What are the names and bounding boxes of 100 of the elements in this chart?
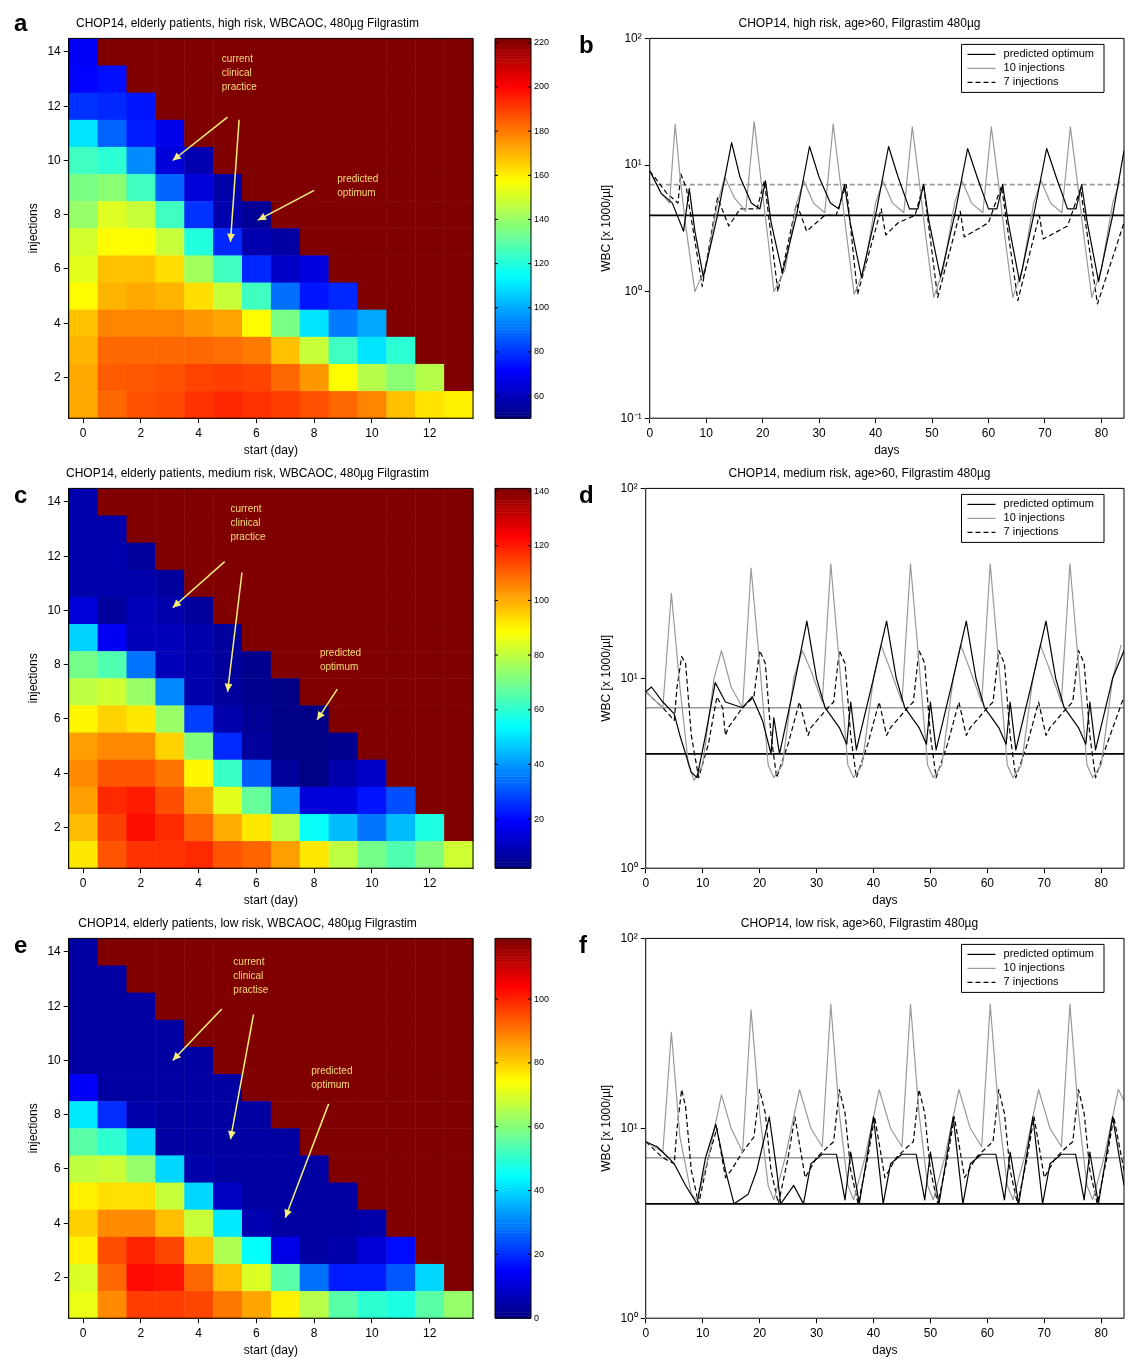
x-axis-title: days: [874, 443, 900, 458]
x-tick-label: 6: [253, 425, 261, 440]
y-tick-label: 2: [54, 1269, 62, 1284]
y-tick-label: 10⁰: [620, 860, 638, 875]
x-tick-label: 8: [310, 875, 318, 890]
y-tick-label: 8: [54, 657, 62, 672]
x-tick-label: 80: [1094, 425, 1109, 440]
annotation: predicted optimum: [311, 1064, 353, 1090]
x-tick-label: 40: [866, 875, 881, 890]
x-tick-label: 50: [925, 425, 940, 440]
chart-title: CHOP14, high risk, age>60, Filgrastim 480µg: [738, 15, 981, 30]
x-tick-label: 4: [195, 1325, 203, 1340]
y-axis-title: WBC [x 1000/µl]: [598, 634, 613, 722]
x-tick-label: 70: [1037, 875, 1052, 890]
y-axis-title: injections: [25, 1103, 40, 1154]
y-tick-label: 6: [54, 711, 62, 726]
x-tick-label: 60: [980, 875, 995, 890]
chart-title: CHOP14, elderly patients, high risk, WBCAOC, 480µg Filgrastim: [75, 15, 420, 30]
text: c: [14, 480, 28, 508]
x-tick-label: 0: [79, 875, 87, 890]
color-bar-label: 160: [534, 169, 550, 180]
x-tick-label: 80: [1094, 875, 1109, 890]
color-bar-label: 60: [534, 1121, 545, 1132]
color-bar-label: 180: [534, 125, 550, 136]
color-bar-label: 40: [534, 758, 545, 769]
x-tick-label: 0: [79, 425, 87, 440]
x-tick-label: 30: [809, 875, 824, 890]
x-tick-label: 40: [866, 1325, 881, 1340]
y-tick-label: 14: [47, 494, 62, 509]
y-axis-title: injections: [25, 653, 40, 704]
x-tick-label: 4: [195, 425, 203, 440]
text: a: [14, 8, 28, 36]
color-bar-label: 80: [534, 649, 545, 660]
annotation: current clinical practice: [230, 503, 266, 543]
legend-label: 7 injections: [1003, 975, 1060, 988]
x-tick-label: 8: [310, 425, 318, 440]
x-tick-label: 70: [1038, 425, 1052, 440]
x-tick-label: 0: [642, 1325, 650, 1340]
y-tick-label: 14: [47, 44, 62, 59]
x-tick-label: 60: [981, 425, 996, 440]
y-tick-label: 10: [47, 152, 62, 167]
y-axis-title: WBC [x 1000/µl]: [598, 184, 613, 272]
annotation: current clinical practice: [221, 53, 258, 93]
y-tick-label: 10²: [620, 930, 638, 945]
x-tick-label: 12: [423, 1325, 437, 1340]
x-axis-title: days: [872, 893, 898, 908]
x-axis-title: days: [872, 1343, 898, 1358]
x-tick-label: 80: [1094, 1325, 1109, 1340]
x-tick-label: 50: [923, 1325, 938, 1340]
x-tick-label: 50: [923, 875, 938, 890]
color-bar-label: 200: [534, 81, 550, 92]
chart-title: CHOP14, elderly patients, medium risk, WBCAOC, 480µg Filgrastim: [65, 465, 430, 480]
color-bar-label: 140: [534, 213, 550, 224]
y-tick-label: 10⁰: [620, 1310, 638, 1325]
y-tick-label: 10²: [620, 480, 638, 495]
y-tick-label: 10⁰: [624, 283, 642, 298]
x-tick-label: 8: [310, 1325, 318, 1340]
y-tick-label: 6: [54, 1161, 62, 1176]
x-tick-label: 2: [137, 875, 145, 890]
y-tick-label: 10²: [624, 30, 642, 45]
x-axis-title: start (day): [243, 1343, 298, 1358]
y-tick-label: 10¹: [620, 670, 638, 685]
y-tick-label: 2: [54, 369, 62, 384]
x-tick-label: 0: [646, 425, 654, 440]
x-tick-label: 2: [137, 1325, 145, 1340]
text: e: [14, 930, 28, 958]
color-bar-label: 60: [534, 390, 545, 401]
y-tick-label: 14: [47, 944, 62, 959]
y-tick-label: 10¹: [624, 157, 642, 172]
color-bar-label: 0: [534, 1312, 540, 1323]
color-bar-label: 80: [534, 1057, 545, 1068]
x-tick-label: 10: [696, 1325, 710, 1340]
x-tick-label: 6: [253, 875, 261, 890]
x-tick-label: 0: [79, 1325, 87, 1340]
x-tick-label: 10: [365, 425, 379, 440]
color-bar-label: 120: [534, 540, 550, 551]
x-tick-label: 60: [980, 1325, 995, 1340]
legend-label: 10 injections: [1003, 961, 1066, 974]
text: d: [579, 480, 594, 508]
color-bar-label: 220: [534, 37, 550, 48]
x-tick-label: 30: [812, 425, 827, 440]
y-tick-label: 8: [54, 1107, 62, 1122]
y-tick-label: 10: [47, 602, 62, 617]
color-bar-label: 60: [534, 704, 545, 715]
x-tick-label: 12: [423, 425, 437, 440]
y-tick-label: 10⁻¹: [620, 410, 642, 425]
legend-label: 7 injections: [1003, 75, 1060, 88]
x-tick-label: 30: [809, 1325, 824, 1340]
x-tick-label: 6: [253, 1325, 261, 1340]
y-tick-label: 4: [54, 765, 62, 780]
text: f: [579, 930, 588, 958]
color-bar-label: 100: [534, 993, 550, 1004]
x-axis-title: start (day): [243, 443, 298, 458]
chart-title: CHOP14, medium risk, age>60, Filgrastim 480µg: [728, 465, 991, 480]
y-tick-label: 12: [47, 548, 62, 563]
x-tick-label: 10: [365, 875, 379, 890]
x-axis-title: start (day): [243, 893, 298, 908]
y-tick-label: 4: [54, 1215, 62, 1230]
x-tick-label: 40: [868, 425, 883, 440]
y-tick-label: 12: [47, 998, 62, 1013]
